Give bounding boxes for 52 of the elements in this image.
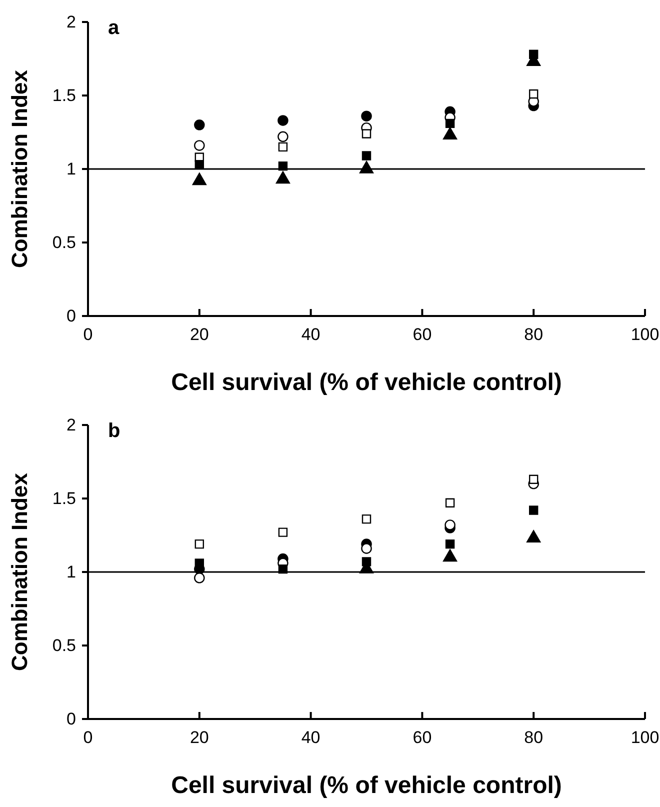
x-tick-label: 20 [190,325,209,344]
point [194,539,204,549]
point [194,572,205,584]
y-tick-label: 0 [66,709,76,728]
x-axis-title: Cell survival (% of vehicle control) [171,369,562,396]
x-tick-label: 100 [630,728,660,748]
y-tick-label: 1.5 [52,488,76,508]
y-tick-label: 2 [66,415,76,434]
chart-title: a [108,17,120,39]
point [278,131,288,142]
point [194,558,204,568]
point [529,474,538,484]
y-tick-label: 1 [66,159,76,178]
y-axis-title: Combination Index [7,69,32,268]
point [445,539,455,549]
x-tick-label: 0 [83,325,93,344]
y-tick-label: 0.5 [52,232,76,252]
x-tick-label: 0 [83,728,93,748]
chart-title: b [108,420,120,442]
point [362,151,372,160]
x-axis-title: Cell survival (% of vehicle control) [171,772,562,799]
point [362,129,372,138]
point [194,120,205,130]
point [445,498,455,508]
x-tick-label: 100 [630,325,660,344]
y-axis-title: Combination Index [7,472,32,671]
point [445,118,455,128]
point [529,506,538,515]
point [529,89,538,99]
point [278,142,288,152]
point [444,520,456,530]
x-tick-label: 40 [301,728,320,748]
x-tick-label: 80 [524,728,544,748]
point [194,140,205,151]
x-tick-label: 20 [190,728,209,748]
x-tick-label: 80 [524,325,544,344]
point [278,161,288,171]
y-tick-label: 1.5 [52,86,76,105]
y-tick-label: 2 [66,12,76,32]
point [194,160,204,170]
point [361,110,372,122]
point [278,528,288,537]
y-tick-label: 1 [66,562,76,582]
point [361,543,372,554]
point [278,115,288,126]
point [362,514,372,524]
y-tick-label: 0.5 [52,636,76,655]
point [278,564,288,574]
x-tick-label: 60 [412,325,432,344]
y-tick-label: 0 [66,306,76,326]
x-tick-label: 60 [412,728,432,748]
x-tick-label: 40 [301,325,320,344]
